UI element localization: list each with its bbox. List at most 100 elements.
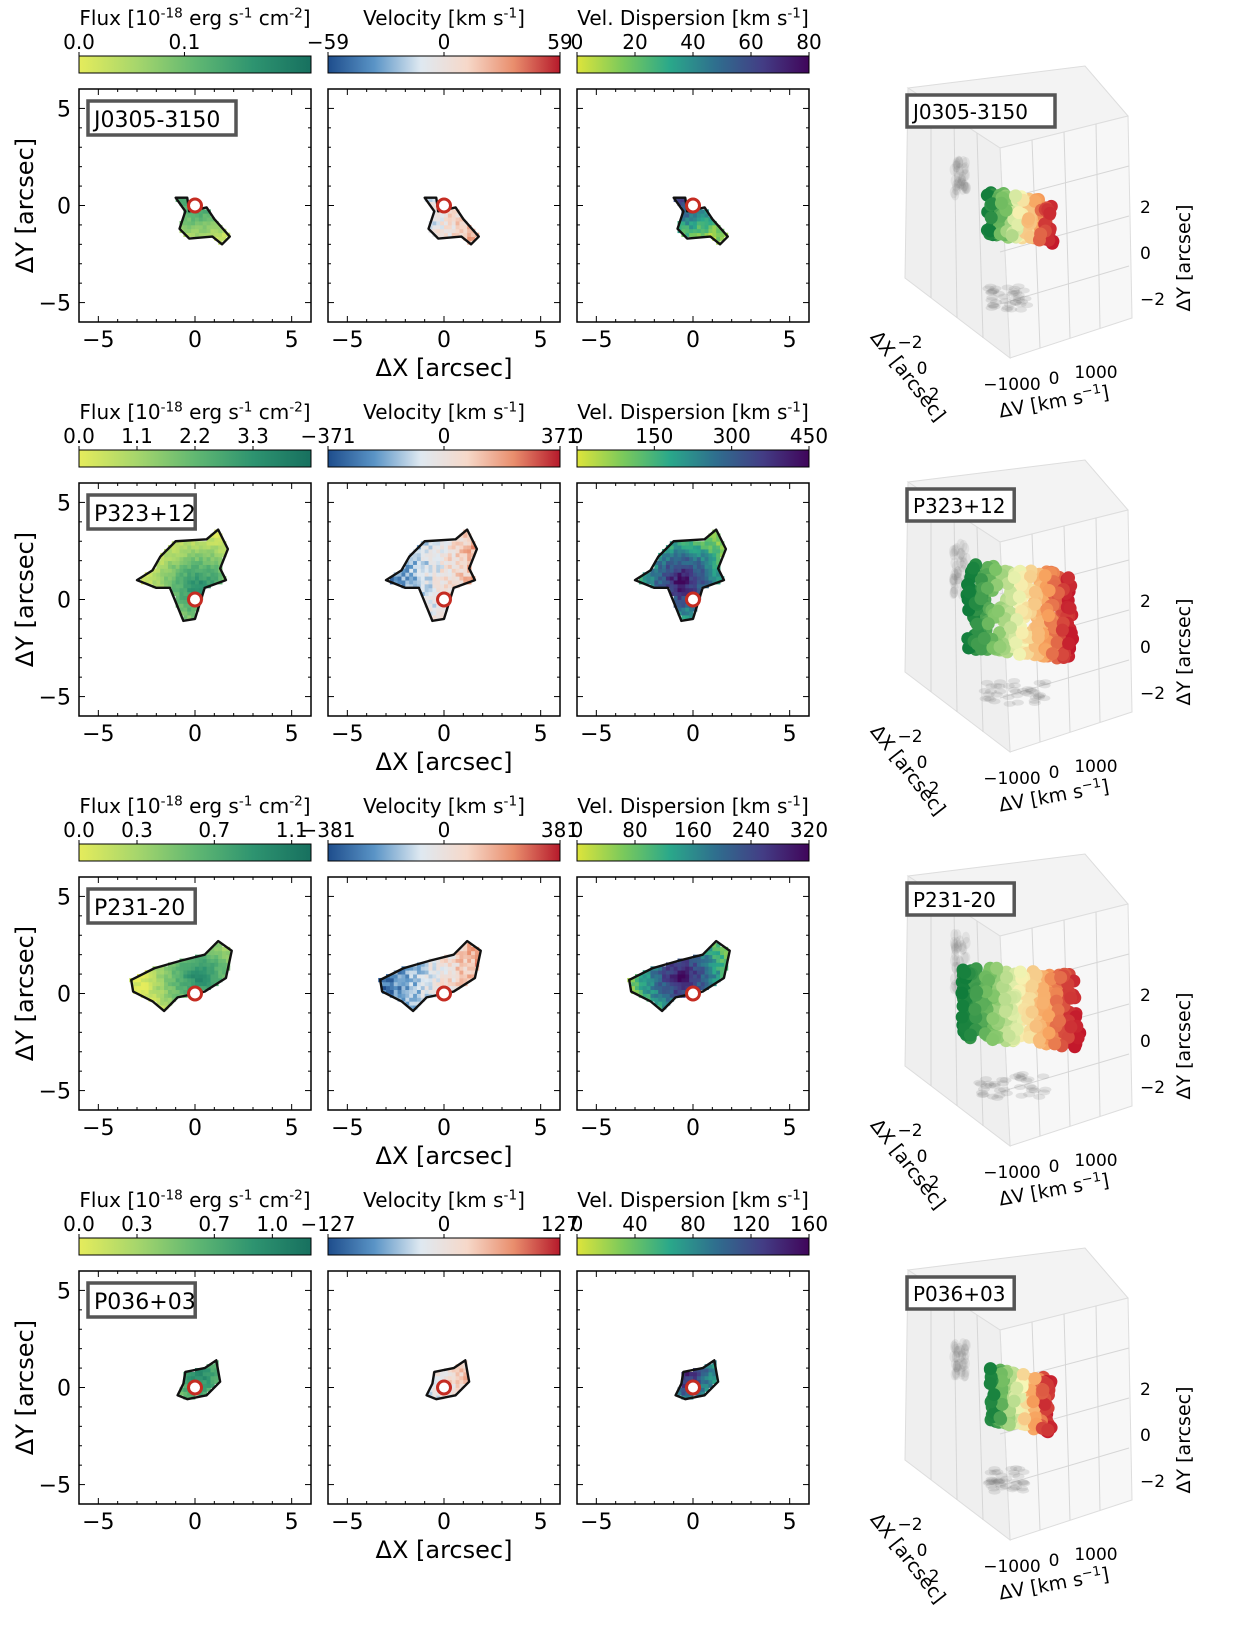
cube-y-tick-label: −2 [1140,1472,1165,1492]
cube-point [979,985,993,999]
cube-object-label-box [905,93,1057,129]
cube-shadow [1039,679,1052,686]
cube-shadow [991,1094,1004,1101]
colorbar-tick-label: 0.3 [121,1212,153,1236]
cube-y-tick-label: 2 [1140,1380,1151,1400]
cube-shadow [949,575,958,588]
emission-contour [129,939,233,1013]
map-panel-flux: −5 0 550−5ΔY [arcsec]J0305-3150 [11,88,312,353]
cube-shadow [984,1469,997,1476]
cube-shadow [950,582,959,595]
cube-shadow [1037,1073,1050,1080]
cube-shadow [954,939,963,952]
cube-v-tick-label: 0 [1049,1551,1060,1571]
cube-shadow [1038,682,1051,689]
cube-shadow [1033,693,1046,700]
cube-shadow [961,1339,970,1352]
cube-shadow [998,293,1011,300]
x-tick-label: 0 [437,1116,451,1141]
cube-shadow [1033,1093,1046,1100]
cube-shadow [1013,1465,1026,1472]
cube-shadow [1010,289,1023,296]
cube-point [991,604,1005,618]
cube-shadow [958,182,967,195]
cube-shadow [949,1340,958,1353]
colorbar-title: Velocity [km s-1] [363,5,525,30]
object-label-box [86,493,197,531]
x-tick-label: −5 [82,722,114,747]
x-tick-label: 5 [783,328,797,353]
cube-shadow [953,177,962,190]
cube-x-tick-label: 0 [917,359,928,379]
colorbar-bar [576,843,810,862]
cube-shadow [993,683,1006,690]
x-tick-label: −5 [82,1116,114,1141]
cube-point [966,561,980,575]
cube-shadow [1008,677,1021,684]
cube-grid [999,215,1130,253]
y-axis-label: ΔY [arcsec] [11,1320,39,1455]
cube-shadow [987,302,1000,309]
cube-point [1048,1037,1062,1051]
cube-point [1026,1395,1040,1409]
cube-y-tick-label: 2 [1140,986,1151,1006]
colorbar-bar [327,1237,561,1256]
cube-shadow [954,576,963,589]
cube-point [956,999,970,1013]
cube-shadow [1005,306,1018,313]
cube-shadow [1008,285,1021,292]
y-tick-label: −5 [39,1080,71,1105]
cube-point [1031,626,1045,640]
x-axis-label: ΔX [arcsec] [376,1142,513,1170]
cube-grid [953,1299,958,1501]
cube-shadow [1007,289,1020,296]
cube-shadow [990,683,1003,690]
cube-shadow [992,290,1005,297]
cube-point [1029,968,1043,982]
y-axis-label: ΔY [arcsec] [11,532,39,667]
cube-point [1042,609,1056,623]
map-panel-flux: −5 0 550−5ΔY [arcsec]P231-20 [11,876,312,1141]
cube-point [1012,590,1026,604]
cube-point [1042,1009,1056,1023]
cube-shadow [951,1343,960,1356]
cube-shadow [984,1479,997,1486]
quasar-position-marker [436,591,452,608]
cube-shadow [1014,301,1027,308]
cube-shadow [1015,1075,1028,1082]
cube-shadow [951,568,960,581]
cube-x-tick-label: 0 [917,1541,928,1561]
colorbar-tick-label: 2.2 [179,424,211,448]
cube-point [998,992,1012,1006]
cube-shadow [1039,1086,1052,1093]
colorbar-tick-label: 3.3 [237,424,269,448]
x-tick-label: 5 [783,1116,797,1141]
cube-shadow [950,928,959,941]
cube-shadow [960,1344,969,1357]
cube-shadow [1012,1473,1025,1480]
cube-shadow [1015,1073,1028,1080]
cube-shadow [999,1077,1012,1084]
cube-shadow [987,287,1000,294]
colorbar-bar [78,55,312,74]
emission-contour [633,528,728,623]
emission-contour [425,1359,471,1401]
cube-shadow [1009,1073,1022,1080]
cube-grid [953,905,958,1107]
cube-shadow [955,166,964,179]
row-P231-20: Flux [10-18 erg s-1 cm-2]0.0 0.3 0.7 1.1−5 0… [11,793,1195,1213]
cube-shadow [985,297,998,304]
cube-shadow [1017,1479,1030,1486]
colorbar-bar [327,449,561,468]
cube-shadow [1028,1087,1041,1094]
cube-x-tick-label: 0 [917,1147,928,1167]
cube-shadow [1016,1071,1029,1078]
colorbar-tick-label: 371 [541,424,579,448]
y-tick-label: 0 [57,1377,71,1402]
cube-point [1025,979,1039,993]
cube-point [993,640,1007,654]
object-label: P323+12 [86,493,197,531]
cube-shadow [1008,1471,1021,1478]
cube-shadow [1021,686,1034,693]
colorbar-tick-label: 450 [790,424,828,448]
